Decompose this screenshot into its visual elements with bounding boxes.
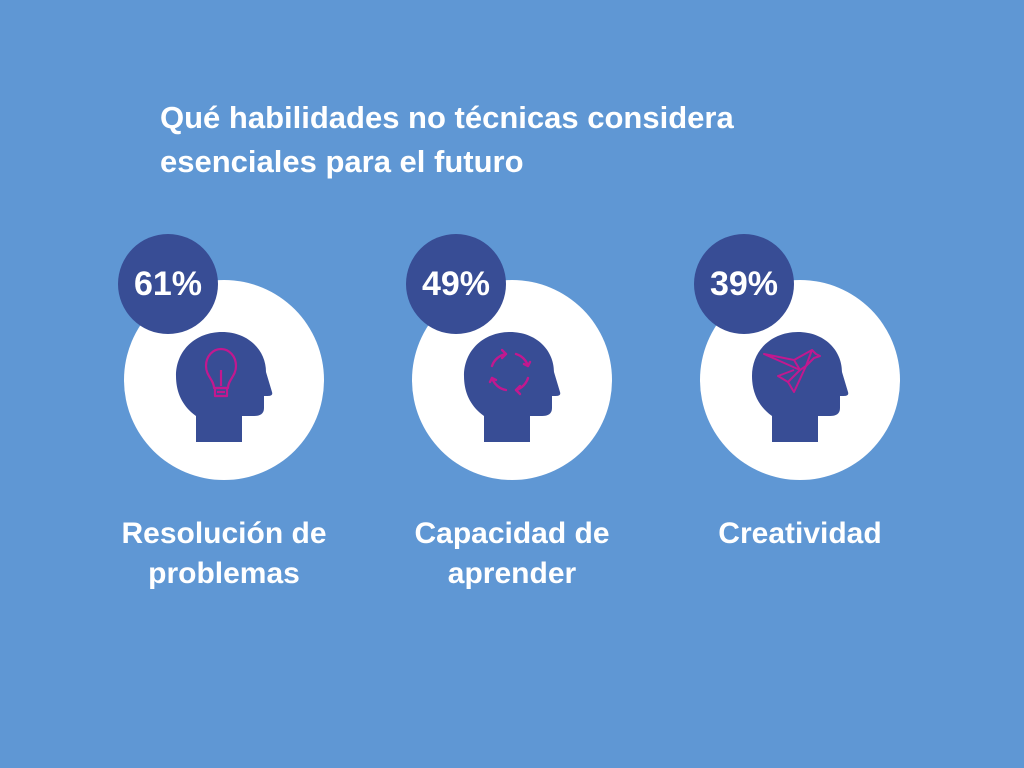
skill-label-line-1: Resolución de xyxy=(121,517,327,550)
skill-label: Capacidad de aprender xyxy=(392,514,632,594)
percent-badge: 39% xyxy=(694,234,794,334)
lightbulb-icon xyxy=(204,347,238,398)
skill-card-learning: 49% Capacidad de aprender xyxy=(392,234,632,614)
head-silhouette-icon xyxy=(464,332,561,442)
title-line-1: Qué habilidades no técnicas considera xyxy=(160,100,734,135)
skill-label: Resolución de problemas xyxy=(104,514,344,594)
infographic-title: Qué habilidades no técnicas considera es… xyxy=(160,96,860,184)
origami-bird-icon xyxy=(763,349,821,393)
percent-badge: 49% xyxy=(406,234,506,334)
percent-badge: 61% xyxy=(118,234,218,334)
skill-card-problem-solving: 61% Resolución de problemas xyxy=(104,234,344,614)
skill-label-line-1: Capacidad de xyxy=(414,517,610,550)
cycle-arrows-icon xyxy=(488,348,532,396)
title-line-2: esenciales para el futuro xyxy=(160,144,524,179)
skill-label-line-2: aprender xyxy=(447,557,577,590)
skill-label-line-2: problemas xyxy=(148,557,300,590)
skill-label-line-1: Creatividad xyxy=(718,517,882,550)
skill-label: Creatividad xyxy=(680,514,920,554)
skill-card-creativity: 39% Creatividad xyxy=(680,234,920,614)
